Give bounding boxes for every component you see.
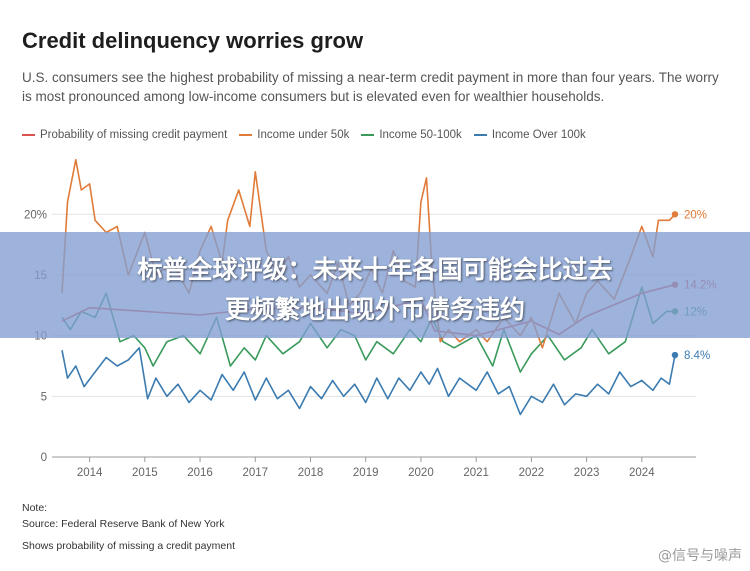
source-text: Source: Federal Reserve Bank of New York <box>22 518 225 530</box>
overlay-banner <box>0 232 750 338</box>
x-tick-label: 2017 <box>242 467 268 479</box>
watermark: @信号与噪声 <box>658 548 742 564</box>
chart-legend: Probability of missing credit payment In… <box>22 129 586 141</box>
x-tick-label: 2023 <box>574 467 600 479</box>
y-tick-label: 0 <box>41 452 47 464</box>
chart-title: Credit delinquency worries grow <box>22 28 364 53</box>
x-tick-label: 2016 <box>187 467 213 479</box>
y-tick-label: 20% <box>24 209 47 221</box>
legend-item-probability: Probability of missing credit payment <box>22 129 227 141</box>
legend-label: Income under 50k <box>257 129 350 141</box>
x-tick-label: 2020 <box>408 467 434 479</box>
x-tick-label: 2024 <box>629 467 655 479</box>
chart-notes: Note: Source: Federal Reserve Bank of Ne… <box>22 500 235 554</box>
legend-label: Income Over 100k <box>491 129 586 141</box>
legend-item-over-100k: Income Over 100k <box>473 129 586 141</box>
legend-item-under-50k: Income under 50k <box>239 129 349 141</box>
series-line-2 <box>61 286 675 373</box>
x-tick-label: 2014 <box>77 467 103 479</box>
series-end-point <box>671 211 679 218</box>
y-tick-label: 5 <box>41 391 47 403</box>
legend-label: Probability of missing credit payment <box>40 129 228 141</box>
legend-swatch <box>22 134 35 136</box>
legend-label: Income 50-100k <box>379 129 462 141</box>
x-tick-label: 2018 <box>298 467 324 479</box>
note-description: Shows probability of missing a credit pa… <box>22 540 236 552</box>
overlay-headline-line2: 更频繁地出现外币债务违约 <box>224 295 525 324</box>
legend-swatch <box>473 134 487 136</box>
legend-swatch <box>361 134 375 136</box>
series-line-3 <box>61 346 676 416</box>
legend-swatch <box>239 134 253 136</box>
x-tick-label: 2015 <box>132 467 158 479</box>
x-tick-label: 2019 <box>353 467 379 479</box>
legend-item-50-100k: Income 50-100k <box>361 129 462 141</box>
series-end-point <box>671 351 679 359</box>
x-tick-label: 2022 <box>519 467 545 479</box>
overlay-headline-line1: 标普全球评级：未来十年各国可能会比过去 <box>137 255 613 284</box>
series-end-label: 20% <box>684 209 707 221</box>
note-label: Note: <box>22 502 48 514</box>
series-end-label: 8.4% <box>684 350 710 362</box>
x-tick-label: 2021 <box>463 467 489 479</box>
chart-subtitle: U.S. consumers see the highest probabili… <box>22 70 719 104</box>
